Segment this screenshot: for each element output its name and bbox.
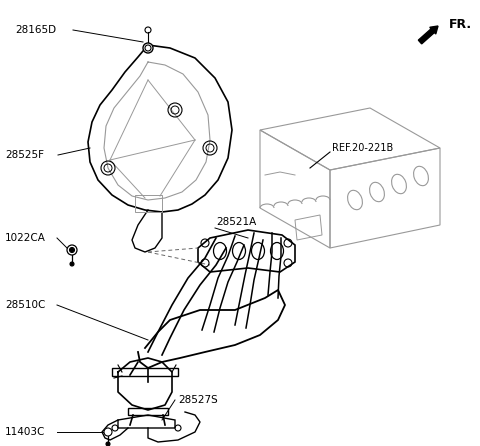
Text: 28165D: 28165D	[15, 25, 56, 35]
Text: FR.: FR.	[449, 18, 472, 31]
Circle shape	[104, 428, 112, 436]
Text: 28525F: 28525F	[5, 150, 44, 160]
Text: 28510C: 28510C	[5, 300, 46, 310]
Text: REF.20-221B: REF.20-221B	[332, 143, 393, 153]
Circle shape	[67, 245, 77, 255]
Text: 1022CA: 1022CA	[5, 233, 46, 243]
Circle shape	[106, 442, 110, 446]
Text: 11403C: 11403C	[5, 427, 46, 437]
Text: 28527S: 28527S	[178, 395, 218, 405]
Circle shape	[70, 248, 74, 252]
FancyArrow shape	[419, 26, 438, 44]
Circle shape	[143, 43, 153, 53]
Text: 28521A: 28521A	[216, 217, 256, 227]
Circle shape	[70, 262, 74, 266]
